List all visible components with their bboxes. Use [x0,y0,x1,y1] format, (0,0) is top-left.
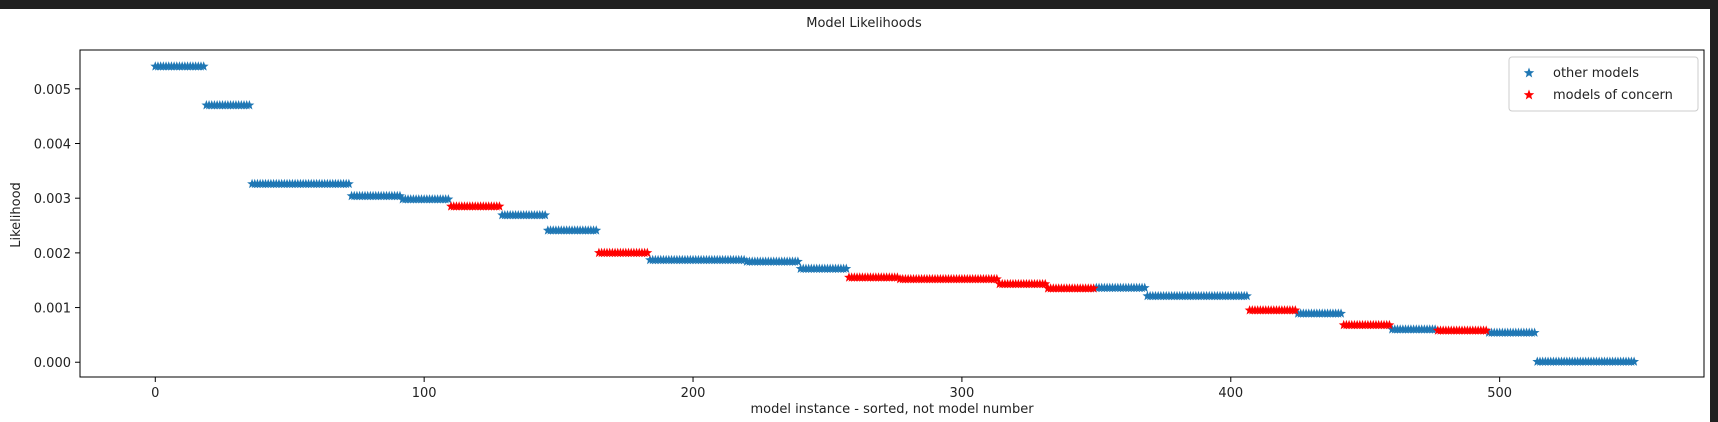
chart-title: Model Likelihoods [806,16,922,31]
point-other-models [1139,282,1150,293]
point-other-models [792,256,803,266]
point-models-of-concern [991,273,1002,284]
data-marks [150,61,1640,366]
x-tick-label: 400 [1218,386,1243,401]
y-tick-label: 0.002 [34,247,71,262]
legend-marker-models-of-concern [1523,89,1535,100]
x-axis-label: model instance - sorted, not model numbe… [750,402,1034,417]
x-axis-ticks: 0 100 200 300 400 500 [151,377,1512,401]
figure: Model Likelihoods 0 100 200 300 400 500 0.000… [0,9,1710,422]
point-models-of-concern [892,272,903,282]
x-tick-label: 300 [949,386,974,401]
point-models-of-concern [1290,305,1301,315]
x-tick-label: 100 [412,386,437,401]
point-models-of-concern [1040,278,1051,289]
x-tick-label: 500 [1487,386,1512,401]
y-axis-label: Likelihood [9,182,24,248]
legend: other models models of concern [1508,56,1699,112]
point-other-models [244,100,255,110]
point-other-models [1529,327,1540,337]
point-other-models [1336,308,1346,318]
point-other-models [841,263,852,273]
y-tick-label: 0.004 [34,138,71,153]
legend-star-icon [1523,67,1535,78]
plot-area-frame [79,49,1705,378]
point-models-of-concern [642,247,653,258]
legend-star-icon [1523,89,1535,100]
point-other-models [395,190,405,201]
point-other-models [1629,356,1640,366]
point-models-of-concern [1481,325,1492,335]
y-tick-label: 0.001 [34,302,71,317]
legend-label-other-models: other models [1553,66,1639,81]
point-models-of-concern [1088,283,1099,293]
x-tick-label: 0 [151,386,159,401]
x-tick-label: 200 [681,386,706,401]
point-other-models [1241,290,1252,301]
point-other-models [198,61,209,71]
legend-frame [1508,56,1699,112]
point-other-models [591,225,602,235]
point-other-models [343,178,354,189]
point-other-models [540,209,551,220]
point-models-of-concern [1384,319,1395,330]
point-models-of-concern [494,201,505,211]
y-tick-label: 0.003 [34,192,71,207]
y-tick-label: 0.005 [34,83,71,98]
legend-marker-other-models [1523,67,1535,78]
point-other-models [443,194,454,204]
y-tick-label: 0.000 [34,356,71,371]
y-axis-ticks: 0.000 0.001 0.002 0.003 0.004 0.005 [34,83,80,371]
legend-label-models-of-concern: models of concern [1553,88,1673,103]
likelihood-chart: Model Likelihoods 0 100 200 300 400 500 0.000… [9,16,1705,417]
point-other-models [739,254,750,265]
